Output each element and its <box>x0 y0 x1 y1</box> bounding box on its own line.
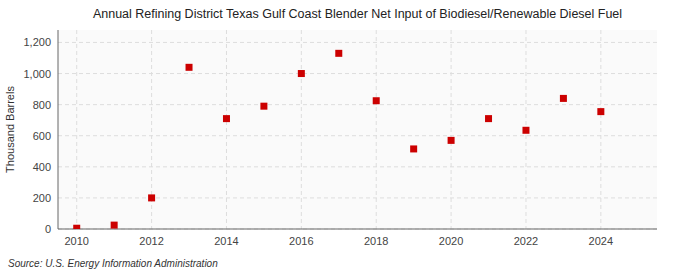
point <box>223 115 230 122</box>
point <box>410 145 417 152</box>
plot-area <box>58 30 657 229</box>
y-grid-line <box>58 197 657 198</box>
y-axis-label: Thousand Barrels <box>4 86 16 173</box>
x-tick-label: 2014 <box>214 235 238 247</box>
point <box>73 225 80 229</box>
point <box>260 103 267 110</box>
chart: 0 200 400 600 800 1,000 1,200 2010 2012 2014 2016 2… <box>0 0 675 275</box>
x-grid-line <box>301 30 302 229</box>
x-tick-label: 2022 <box>514 235 538 247</box>
y-grid-line <box>58 42 657 43</box>
title: Annual Refining District Texas Gulf Coas… <box>93 7 622 21</box>
x-tick-label: 2016 <box>289 235 313 247</box>
x-grid-line <box>451 30 452 229</box>
x-tick-label: 2012 <box>139 235 163 247</box>
points <box>73 50 604 229</box>
point <box>597 108 604 115</box>
point <box>485 115 492 122</box>
point <box>335 50 342 57</box>
y-axis-line <box>58 30 59 229</box>
point <box>522 127 529 134</box>
y-tick-label: 400 <box>33 161 51 173</box>
point <box>298 70 305 77</box>
point <box>111 222 118 229</box>
point <box>373 97 380 104</box>
point <box>560 95 567 102</box>
grid <box>58 30 657 229</box>
x-tick-label: 2010 <box>64 235 88 247</box>
y-grid-line <box>58 73 657 74</box>
point <box>148 194 155 201</box>
y-grid-line <box>58 104 657 105</box>
point <box>448 137 455 144</box>
x-tick-label: 2020 <box>439 235 463 247</box>
y-tick-label: 0 <box>45 223 51 235</box>
source-note: Source: U.S. Energy Information Administ… <box>8 258 218 269</box>
x-grid-line <box>600 30 601 229</box>
x-tick-label: 2024 <box>589 235 613 247</box>
y-tick-label: 800 <box>33 99 51 111</box>
x-grid-line <box>226 30 227 229</box>
x-tick-label: 2018 <box>364 235 388 247</box>
y-tick-label: 600 <box>33 130 51 142</box>
y-tick-label: 200 <box>33 192 51 204</box>
y-grid-line <box>58 135 657 136</box>
x-axis-line <box>58 229 657 230</box>
point <box>186 64 193 71</box>
y-tick-label: 1,200 <box>23 36 51 48</box>
y-grid-line <box>58 166 657 167</box>
y-tick-label: 1,000 <box>23 68 51 80</box>
x-grid-line <box>376 30 377 229</box>
y-grid-line <box>58 229 657 230</box>
x-grid-line <box>76 30 77 229</box>
